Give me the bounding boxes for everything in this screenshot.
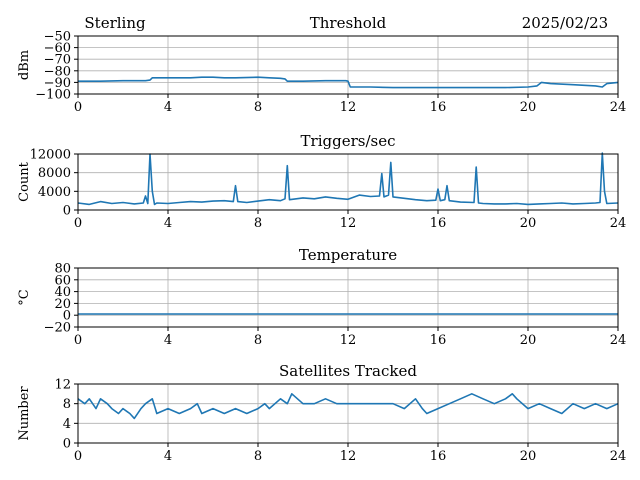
chart-panels: 0 4 8 12 16 20 24 −100−90−80−70−60−50 Threshold d… xyxy=(17,14,626,464)
x-tick-label: 8 xyxy=(254,216,262,231)
y-tick-label: 0 xyxy=(63,204,71,219)
y-tick-label: 80 xyxy=(54,262,71,277)
x-tick-label: 16 xyxy=(430,216,447,231)
y-axis-label: Count xyxy=(17,161,32,202)
x-tick-label: 8 xyxy=(254,333,262,348)
x-tick-label: 4 xyxy=(164,100,172,115)
y-tick-label: 8000 xyxy=(38,166,71,181)
date-label: 2025/02/23 xyxy=(522,14,608,32)
x-tick-label: 20 xyxy=(520,100,537,115)
y-tick-label: 20 xyxy=(54,297,71,312)
x-tick-label: 0 xyxy=(74,333,82,348)
x-tick-label: 16 xyxy=(430,449,447,464)
y-tick-label: 12 xyxy=(54,378,71,393)
y-tick-label: −20 xyxy=(44,321,71,336)
x-tick-label: 4 xyxy=(164,216,172,231)
y-tick-label: −90 xyxy=(44,76,71,91)
series-line xyxy=(78,76,619,89)
y-tick-label: 60 xyxy=(54,273,71,288)
y-tick-label: −100 xyxy=(35,88,71,103)
x-tick-label: 8 xyxy=(254,100,262,115)
y-axis-label: Number xyxy=(17,386,32,441)
x-tick-label: 16 xyxy=(430,333,447,348)
y-tick-label: −60 xyxy=(44,41,71,56)
y-tick-label: 4000 xyxy=(38,185,71,200)
x-tick-label: 12 xyxy=(340,449,357,464)
x-tick-label: 0 xyxy=(74,100,82,115)
y-tick-label: −70 xyxy=(44,53,71,68)
x-tick-label: 24 xyxy=(610,449,627,464)
x-tick-label: 20 xyxy=(520,216,537,231)
x-tick-label: 8 xyxy=(254,449,262,464)
x-tick-label: 24 xyxy=(610,216,627,231)
y-tick-label: 4 xyxy=(63,417,71,432)
x-tick-label: 0 xyxy=(74,216,82,231)
x-tick-label: 12 xyxy=(340,333,357,348)
y-tick-label: 12000 xyxy=(30,148,71,163)
y-tick-label: −50 xyxy=(44,30,71,45)
y-tick-label: 8 xyxy=(63,397,71,412)
chart-title: Satellites Tracked xyxy=(279,362,417,380)
x-tick-label: 24 xyxy=(610,100,627,115)
y-axis-label: °C xyxy=(17,289,32,306)
y-tick-label: 40 xyxy=(54,285,71,300)
x-tick-label: 24 xyxy=(610,333,627,348)
y-axis-label: dBm xyxy=(17,50,32,80)
y-tick-label: −80 xyxy=(44,64,71,79)
series-line xyxy=(77,152,619,206)
chart-panel-2: 0 4 8 12 16 20 24 0 4000 8000 12000 Triggers/sec Cou… xyxy=(17,132,626,231)
chart-title: Threshold xyxy=(310,14,387,32)
x-tick-label: 12 xyxy=(340,216,357,231)
x-tick-label: 20 xyxy=(520,449,537,464)
series-line xyxy=(77,392,619,420)
x-tick-label: 0 xyxy=(74,449,82,464)
x-tick-label: 12 xyxy=(340,100,357,115)
x-tick-label: 20 xyxy=(520,333,537,348)
chart-title: Triggers/sec xyxy=(301,132,396,150)
y-tick-label: 0 xyxy=(63,437,71,452)
chart-title: Temperature xyxy=(299,246,397,264)
x-tick-label: 4 xyxy=(164,333,172,348)
x-tick-label: 4 xyxy=(164,449,172,464)
station-label: Sterling xyxy=(84,14,146,32)
y-tick-label: 0 xyxy=(63,309,71,324)
chart-panel-1: 0 4 8 12 16 20 24 −100−90−80−70−60−50 Threshold d… xyxy=(17,14,626,115)
x-tick-label: 16 xyxy=(430,100,447,115)
chart-panel-4: 0 4 8 12 16 20 24 0 4 8 12 Satellites Tracked Number xyxy=(17,362,626,464)
